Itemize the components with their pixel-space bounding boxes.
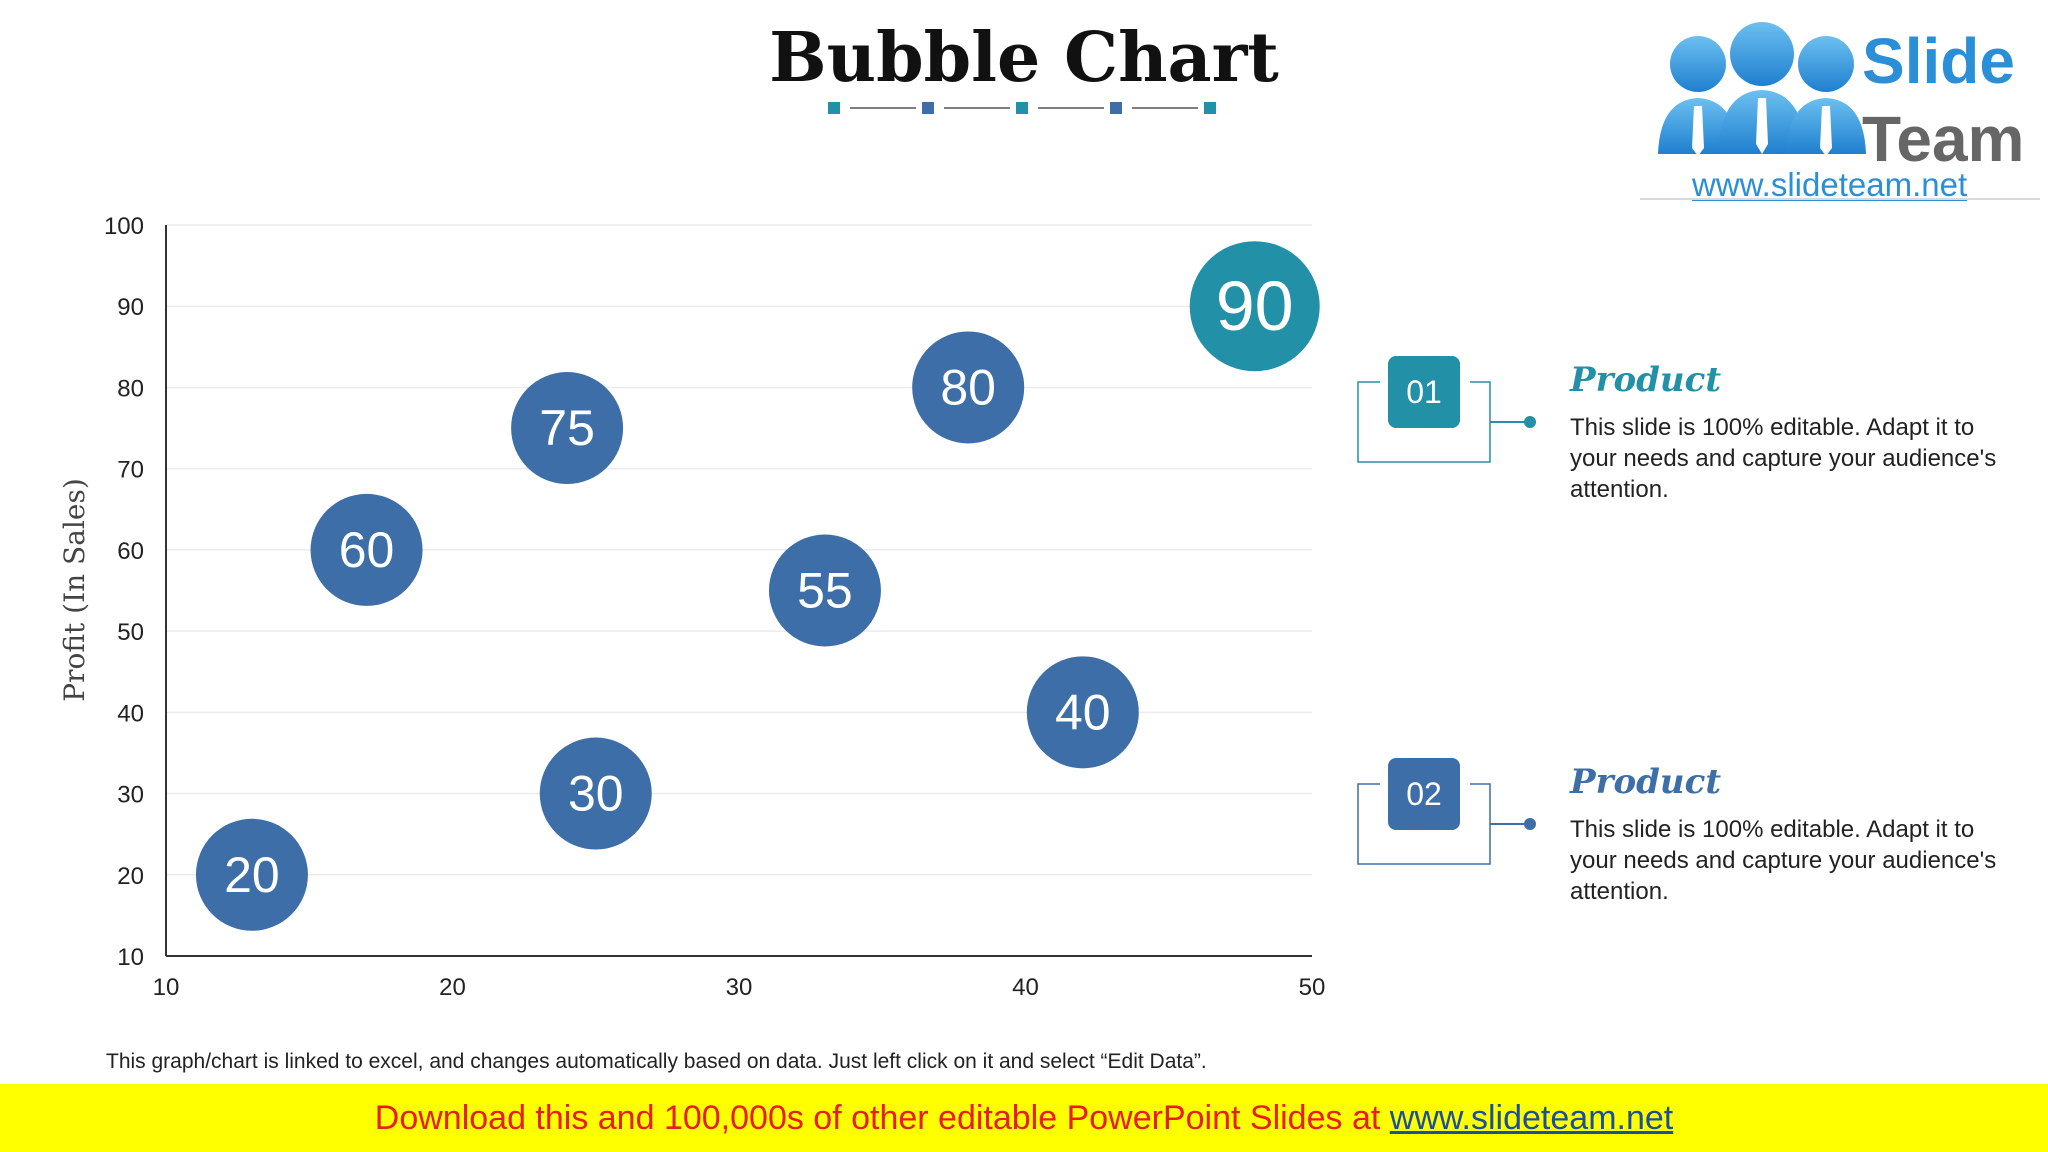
logo-url-link[interactable]: www.slideteam.net: [1692, 166, 1968, 203]
callout-number-box: 02: [1388, 758, 1460, 830]
y-tick-label: 80: [117, 375, 144, 402]
callout-connector: [1357, 783, 1536, 865]
bubble-chart[interactable]: 10 20 30 40 50 60 70 80 90 100 10 20 30 40 50 Profit …: [0, 0, 1340, 1010]
bubble-label: 30: [568, 766, 624, 822]
x-tick-label: 50: [1299, 974, 1326, 1001]
bubble-label: 75: [539, 400, 595, 456]
bubble-label: 55: [797, 563, 853, 619]
callout-label: Product: [1570, 762, 1722, 802]
x-tick-label: 30: [726, 974, 753, 1001]
chart-footnote: This graph/chart is linked to excel, and…: [106, 1050, 1207, 1073]
logo-text-team: Team: [1862, 103, 2025, 175]
y-tick-label: 100: [104, 213, 144, 240]
x-tick-labels: 10 20 30 40 50: [153, 974, 1326, 1001]
bubble-label: 60: [339, 522, 395, 578]
y-axis-label: Profit (In Sales): [58, 478, 91, 702]
y-tick-label: 20: [117, 863, 144, 890]
chart-grid: [166, 224, 1312, 876]
logo-divider: [1640, 198, 2040, 200]
x-tick-label: 20: [439, 974, 466, 1001]
y-tick-label: 10: [117, 944, 144, 971]
bubble-label: 90: [1216, 267, 1294, 345]
download-banner: Download this and 100,000s of other edit…: [0, 1084, 2048, 1152]
bubble-90[interactable]: [1189, 241, 1320, 372]
bubble-label: 40: [1055, 684, 1111, 740]
y-tick-label: 40: [117, 700, 144, 727]
callout-label: Product: [1570, 360, 1722, 400]
slideteam-logo[interactable]: Slide Team www.slideteam.net: [1640, 8, 2040, 203]
bubble-label: 20: [224, 847, 280, 903]
x-tick-label: 10: [153, 974, 180, 1001]
y-tick-labels: 10 20 30 40 50 60 70 80 90 100: [104, 213, 144, 971]
title-divider: [828, 102, 1216, 114]
bubble-60[interactable]: [310, 493, 423, 606]
callout-number-box: 01: [1388, 356, 1460, 428]
y-tick-label: 50: [117, 619, 144, 646]
callout-text: This slide is 100% editable. Adapt it to…: [1570, 816, 1997, 905]
y-tick-label: 30: [117, 782, 144, 809]
bubble-20[interactable]: [195, 818, 308, 931]
y-tick-label: 70: [117, 457, 144, 484]
bubble-75[interactable]: [511, 372, 624, 485]
bubble-55[interactable]: [768, 534, 881, 647]
bubbles: 20 60 75 30 55 80 40 90: [195, 241, 1320, 931]
bubble-80[interactable]: [912, 331, 1025, 444]
page-title: Bubble Chart: [769, 18, 1279, 98]
y-tick-label: 60: [117, 538, 144, 565]
callout-connector: [1357, 381, 1536, 463]
people-icon: [1658, 22, 1866, 156]
bubble-30[interactable]: [539, 737, 652, 850]
bubble-40[interactable]: [1026, 656, 1139, 769]
banner-link[interactable]: www.slideteam.net: [1389, 1099, 1674, 1137]
bubble-label: 80: [940, 359, 996, 415]
callout-text: This slide is 100% editable. Adapt it to…: [1570, 414, 1997, 503]
x-tick-label: 40: [1012, 974, 1039, 1001]
banner-text: Download this and 100,000s of other edit…: [374, 1099, 1390, 1137]
y-tick-label: 90: [117, 294, 144, 321]
logo-text-slide: Slide: [1862, 25, 2015, 97]
